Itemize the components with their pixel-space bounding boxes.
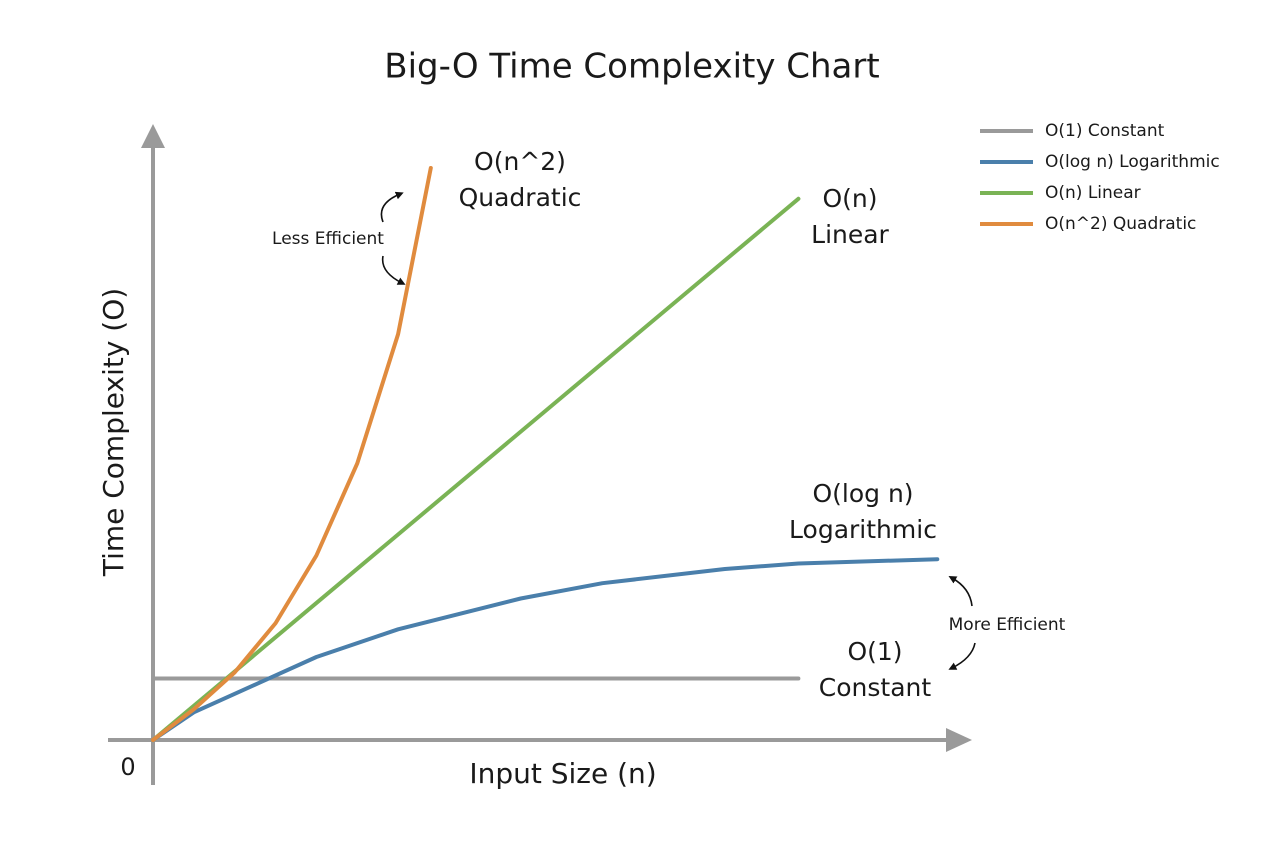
curve-label: Logarithmic [789,515,937,544]
chart-title: Big-O Time Complexity Chart [384,47,879,87]
annotation-arrow [948,576,973,607]
curve-label: Constant [819,673,932,702]
curve-label: O(log n) [812,479,913,508]
y-axis-title: Time Complexity (O) [97,288,130,577]
curve-label: Quadratic [459,183,582,212]
x-axis-title: Input Size (n) [469,757,656,790]
x-axis-arrow [946,728,972,752]
series-line [151,166,433,742]
annotation-arrow [381,255,406,285]
legend-label: O(1) Constant [1045,121,1165,141]
y-axis-arrow [141,124,165,148]
annotation: Less Efficient [272,229,384,249]
origin-label: 0 [120,753,135,781]
legend-label: O(n) Linear [1045,183,1141,203]
series-line [151,557,940,742]
annotation-arrow [380,191,404,223]
annotation-arrow [948,642,976,670]
curve-label: O(1) [847,637,902,666]
legend-label: O(n^2) Quadratic [1045,214,1196,234]
curve-label: O(n) [822,184,877,213]
series-line [151,196,801,742]
curve-label: O(n^2) [474,147,566,176]
curve-label: Linear [811,220,889,249]
annotation: More Efficient [949,615,1066,635]
legend-label: O(log n) Logarithmic [1045,152,1220,172]
